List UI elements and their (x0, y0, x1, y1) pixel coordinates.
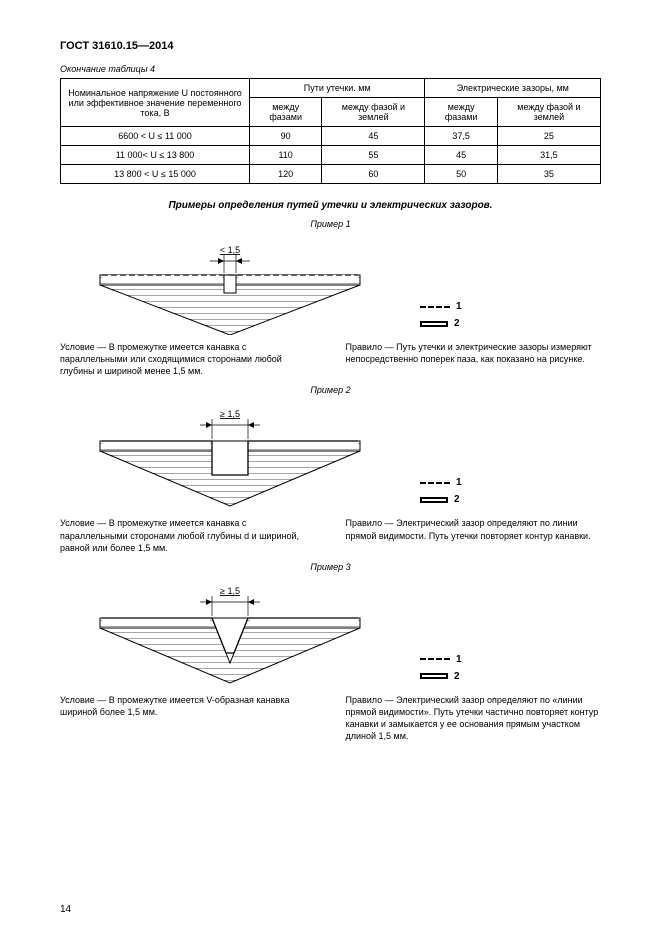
example-label: Пример 1 (60, 219, 601, 229)
col-group2: Электрические зазоры, мм (425, 79, 601, 98)
condition-text: Условие — В промежутке имеется канавка с… (60, 341, 316, 377)
rule-text: Правило — Электрический зазор определяют… (346, 517, 602, 553)
col-main: Номинальное напряжение U постоянного или… (61, 79, 250, 127)
example-1: Пример 1 (60, 219, 601, 377)
page-number: 14 (60, 904, 71, 915)
legend-item-1: 1 (420, 654, 462, 665)
sub-ground-2: между фазой и землей (497, 98, 600, 127)
diagram-1: < 1,5 (60, 235, 400, 335)
table-row: 6600 < U ≤ 11 000 90 45 37,5 25 (61, 127, 601, 146)
condition-text: Условие — В промежутке имеется V-образна… (60, 694, 316, 743)
box-icon (420, 321, 448, 327)
example-2: Пример 2 (60, 385, 601, 553)
svg-text:< 1,5: < 1,5 (220, 245, 240, 255)
dash-icon (420, 482, 450, 484)
example-label: Пример 3 (60, 562, 601, 572)
condition-text: Условие — В промежутке имеется канавка с… (60, 517, 316, 553)
legend-item-1: 1 (420, 477, 462, 488)
rule-text: Правило — Путь утечки и электрические за… (346, 341, 602, 377)
legend-item-2: 2 (420, 671, 462, 682)
diagram-3: ≥ 1,5 (60, 578, 400, 688)
col-group1: Пути утечки. мм (250, 79, 425, 98)
legend-item-2: 2 (420, 318, 462, 329)
table-row: 11 000< U ≤ 13 800 110 55 45 31,5 (61, 146, 601, 165)
example-3: Пример 3 (60, 562, 601, 743)
svg-text:≥ 1,5: ≥ 1,5 (220, 586, 240, 596)
section-title: Примеры определения путей утечки и элект… (60, 200, 601, 211)
sub-phase-1: между фазами (250, 98, 322, 127)
legend: 1 2 (420, 654, 462, 688)
sub-phase-2: между фазами (425, 98, 497, 127)
data-table: Номинальное напряжение U постоянного или… (60, 78, 601, 184)
page: ГОСТ 31610.15—2014 Окончание таблицы 4 Н… (0, 0, 661, 935)
box-icon (420, 497, 448, 503)
doc-header: ГОСТ 31610.15—2014 (60, 40, 601, 52)
legend: 1 2 (420, 477, 462, 511)
table-caption: Окончание таблицы 4 (60, 64, 601, 74)
box-icon (420, 673, 448, 679)
rule-text: Правило — Электрический зазор определяют… (346, 694, 602, 743)
example-label: Пример 2 (60, 385, 601, 395)
svg-text:≥ 1,5: ≥ 1,5 (220, 409, 240, 419)
table-row: 13 800 < U ≤ 15 000 120 60 50 35 (61, 165, 601, 184)
dash-icon (420, 658, 450, 660)
legend-item-2: 2 (420, 494, 462, 505)
sub-ground-1: между фазой и землей (322, 98, 425, 127)
diagram-2: ≥ 1,5 (60, 401, 400, 511)
legend-item-1: 1 (420, 301, 462, 312)
dash-icon (420, 306, 450, 308)
legend: 1 2 (420, 301, 462, 335)
